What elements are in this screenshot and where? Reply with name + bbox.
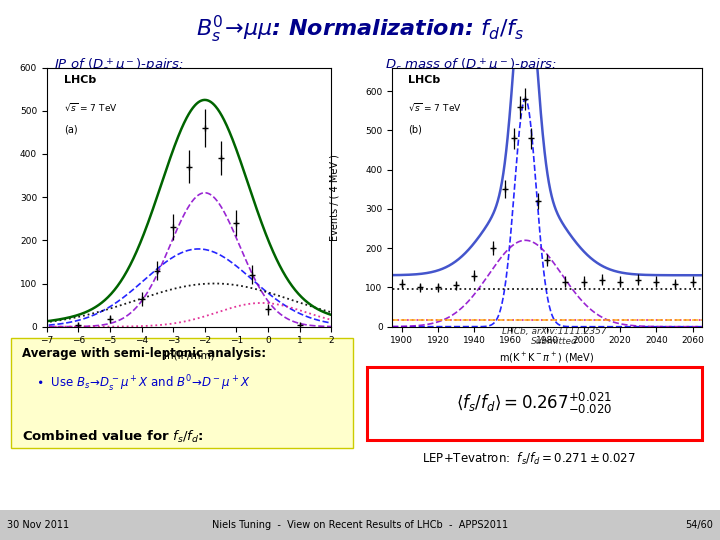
Text: Niels Tuning  -  View on Recent Results of LHCb  -  APPS2011: Niels Tuning - View on Recent Results of… xyxy=(212,521,508,530)
Bar xyxy=(367,367,702,440)
Text: $\sqrt{s}$ = 7 TeV: $\sqrt{s}$ = 7 TeV xyxy=(64,101,117,113)
Text: Combined value for $f_s/f_d$:: Combined value for $f_s/f_d$: xyxy=(22,429,203,445)
Text: $\sqrt{s}$ = 7 TeV: $\sqrt{s}$ = 7 TeV xyxy=(408,101,462,113)
Text: Average with semi-leptonic analysis:: Average with semi-leptonic analysis: xyxy=(22,347,266,360)
Text: $\langle f_s / f_d \rangle = 0.267^{+0.021}_{-0.020}$: $\langle f_s / f_d \rangle = 0.267^{+0.0… xyxy=(456,391,613,416)
Text: LEP+Tevatron:  $f_s/f_d = 0.271\pm0.027$: LEP+Tevatron: $f_s/f_d = 0.271\pm0.027$ xyxy=(422,451,636,467)
Bar xyxy=(11,338,353,448)
X-axis label: m(K$^+$K$^-\pi^+$) (MeV): m(K$^+$K$^-\pi^+$) (MeV) xyxy=(500,351,595,365)
Text: (a): (a) xyxy=(64,125,78,134)
X-axis label: ln(IP/mm): ln(IP/mm) xyxy=(163,351,215,361)
Text: 54/60: 54/60 xyxy=(685,521,713,530)
Text: $B^0_s\!\rightarrow\!\mu\mu$: Normalization: $f_d/f_s$: $B^0_s\!\rightarrow\!\mu\mu$: Normalizat… xyxy=(196,14,524,45)
Text: LHCb: LHCb xyxy=(408,75,440,85)
Text: LHCb: LHCb xyxy=(64,75,96,85)
Text: (b): (b) xyxy=(408,125,422,134)
Text: 30 Nov 2011: 30 Nov 2011 xyxy=(7,521,69,530)
Text: $D_s$ mass of $(D_s^+\mu^-)$-pairs:: $D_s$ mass of $(D_s^+\mu^-)$-pairs: xyxy=(385,57,558,76)
Text: LHCb, arXiv:1111.2357
Submitted: LHCb, arXiv:1111.2357 Submitted xyxy=(502,327,607,346)
Y-axis label: Events / ( 4 MeV ): Events / ( 4 MeV ) xyxy=(330,154,340,240)
Bar xyxy=(0,510,720,540)
Text: $\bullet$  Use $B_s\!\rightarrow\!D_s^-\mu^+X$ and $B^0\!\rightarrow\!D^-\mu^+X$: $\bullet$ Use $B_s\!\rightarrow\!D_s^-\m… xyxy=(36,374,251,394)
Text: IP of $(D_s^+\mu^-)$-pairs:: IP of $(D_s^+\mu^-)$-pairs: xyxy=(54,57,184,76)
